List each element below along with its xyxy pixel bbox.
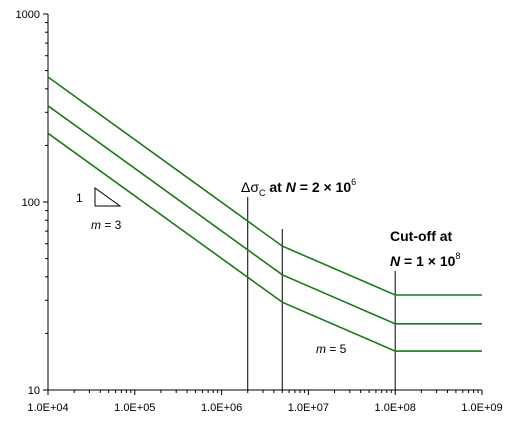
slope-m3-label: m = 3: [91, 218, 122, 232]
y-ticks: 10 100 1000: [16, 9, 48, 397]
cutoff-annotation-line1: Cut-off at: [390, 228, 453, 244]
x-ticks: 1.0E+04 1.0E+05 1.0E+06 1.0E+07 1.0E+08 1.0E+…: [27, 390, 503, 414]
x-tick-label: 1.0E+06: [201, 402, 242, 414]
slope-one-label: 1: [76, 191, 83, 205]
m5-value: = 5: [326, 342, 347, 356]
delta-at-text: at: [266, 179, 286, 195]
m5-symbol: m: [316, 342, 326, 356]
slope-m5-label: m = 5: [316, 342, 347, 356]
vertical-markers: [247, 197, 396, 390]
y-tick-label: 10: [28, 385, 40, 397]
cutoff-eq-text: = 1 × 10: [400, 253, 455, 269]
cutoff-exp: 8: [455, 251, 460, 261]
delta-sigma-sub: C: [259, 188, 266, 198]
slope-triangle-shape: [94, 187, 122, 207]
m3-symbol: m: [91, 218, 101, 232]
series-line-2: [47, 105, 482, 325]
delta-sigma-symbol: Δσ: [241, 179, 259, 195]
x-tick-label: 1.0E+08: [375, 402, 416, 414]
m3-value: = 3: [101, 218, 122, 232]
x-tick-label: 1.0E+09: [461, 402, 502, 414]
y-tick-label: 1000: [16, 9, 40, 21]
series-line-3: [47, 132, 482, 352]
axes: [47, 14, 482, 391]
delta-n-symbol: N: [286, 179, 297, 195]
x-tick-label: 1.0E+07: [288, 402, 329, 414]
series-group: [47, 76, 482, 352]
cutoff-annotation-line2: N = 1 × 108: [390, 251, 460, 269]
delta-exp: 6: [351, 177, 356, 187]
series-line-1: [47, 76, 482, 296]
x-tick-label: 1.0E+04: [27, 402, 68, 414]
y-tick-label: 100: [22, 197, 40, 209]
x-tick-label: 1.0E+05: [114, 402, 155, 414]
slope-triangle: 1 m = 3: [76, 187, 122, 232]
cutoff-n-symbol: N: [390, 253, 401, 269]
delta-eq-text: = 2 × 10: [296, 179, 351, 195]
delta-sigma-annotation: ΔσC at N = 2 × 106: [241, 177, 356, 198]
